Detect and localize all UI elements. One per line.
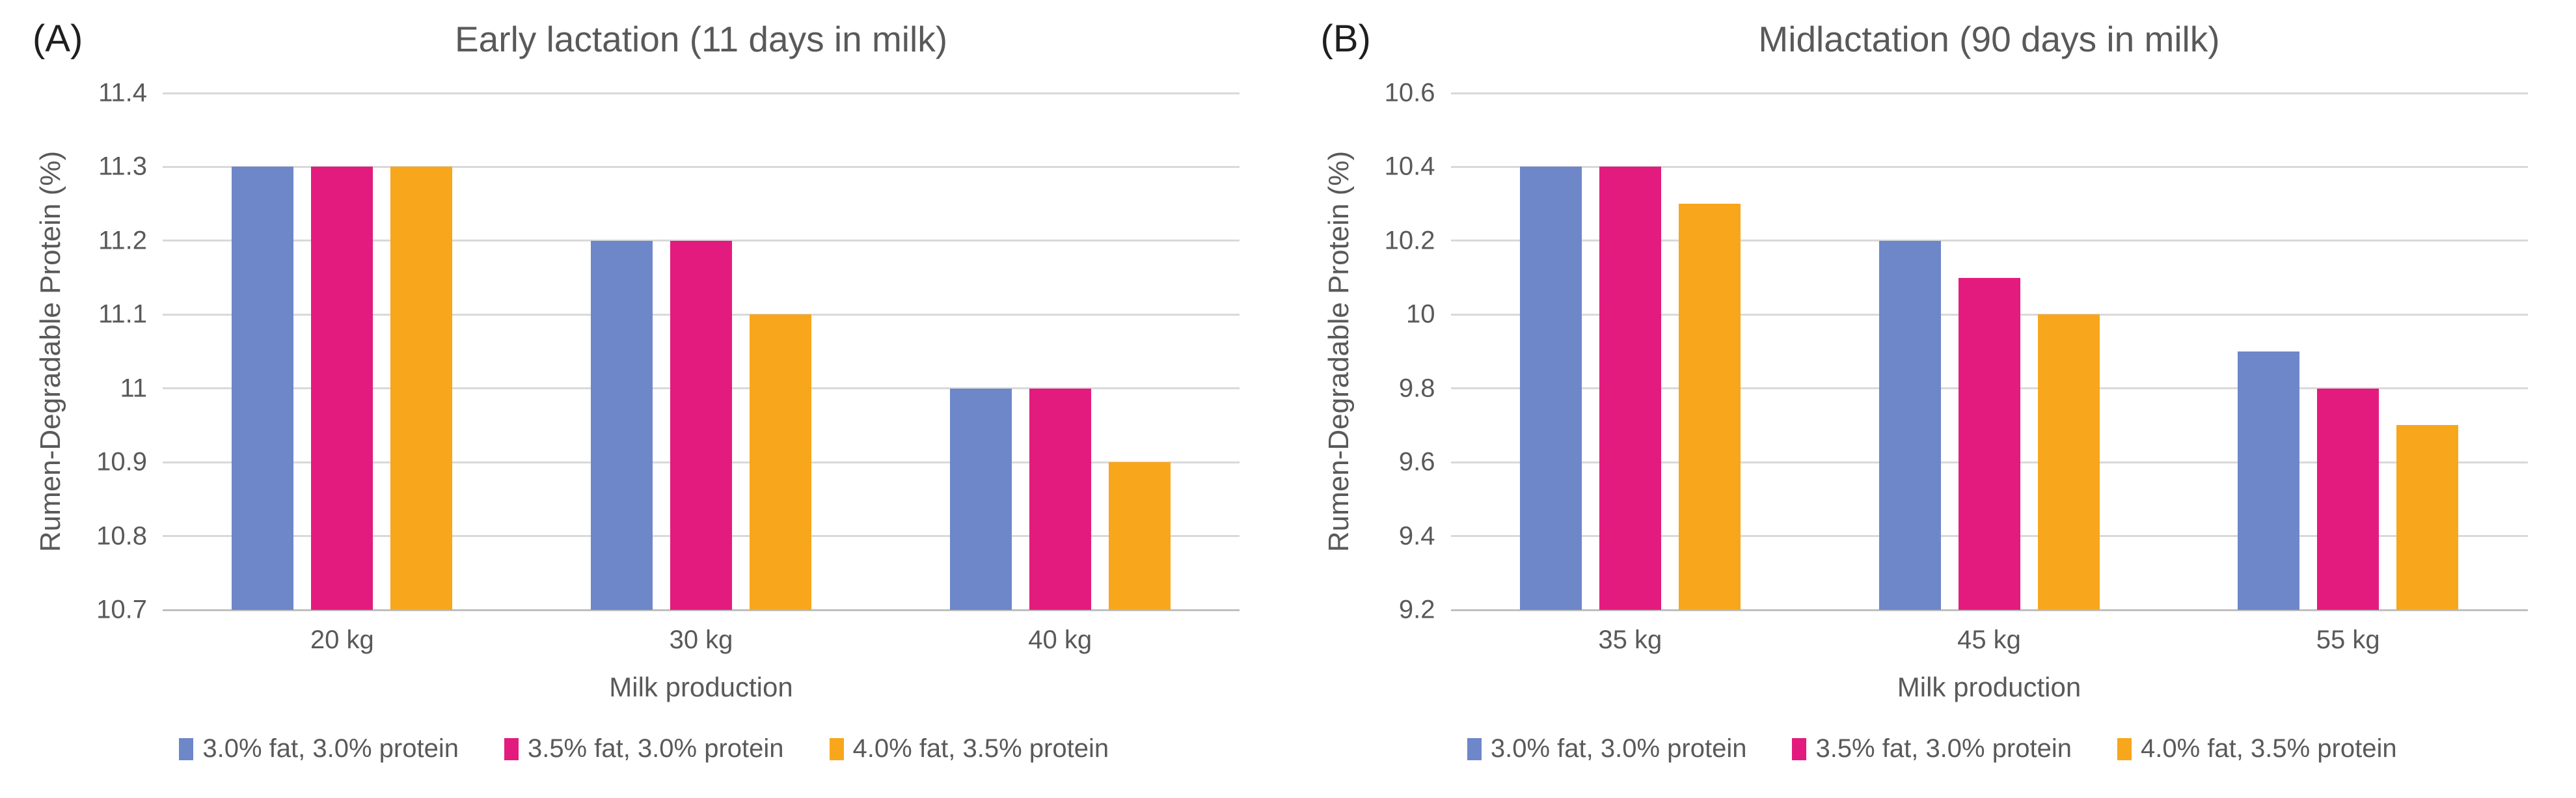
legend-item: 3.5% fat, 3.0% protein: [1792, 734, 2072, 764]
gridline: [1450, 165, 2528, 168]
y-tick-label: 11.1: [98, 299, 147, 329]
bar-group: 20 kg: [163, 93, 522, 654]
legend-item: 3.0% fat, 3.0% protein: [179, 734, 459, 764]
bar-groups: 35 kg 45 kg 55 kg: [1451, 93, 2528, 654]
panel-label-b: (B): [1320, 18, 1371, 60]
legend-item: 4.0% fat, 3.5% protein: [2117, 734, 2397, 764]
bar-group: 30 kg: [522, 93, 881, 654]
bar: [1029, 388, 1091, 610]
bar: [2238, 351, 2300, 610]
legend-marker: [504, 737, 519, 760]
gridline: [163, 92, 1240, 94]
y-tick-label: 9.4: [1398, 521, 1435, 551]
legend-label: 3.0% fat, 3.0% protein: [202, 734, 459, 763]
bar: [232, 167, 294, 610]
y-tick-label: 9.6: [1398, 447, 1435, 476]
gridline: [1450, 609, 2528, 611]
legend-marker: [179, 737, 194, 760]
y-tick-label: 11.2: [98, 226, 147, 255]
legend-item: 3.5% fat, 3.0% protein: [504, 734, 784, 764]
y-tick-label: 11.3: [98, 152, 147, 181]
gridline: [1450, 92, 2528, 94]
y-tick-label: 10.4: [1384, 152, 1435, 181]
chart-title-b: Midlactation (90 days in milk): [1758, 19, 2220, 59]
legend-label: 3.0% fat, 3.0% protein: [1490, 734, 1747, 763]
x-category-label: 20 kg: [310, 626, 374, 654]
bar: [1599, 167, 1661, 610]
x-axis-title-b: Milk production: [1897, 672, 2081, 702]
bar: [591, 240, 653, 610]
legend-label: 4.0% fat, 3.5% protein: [852, 734, 1109, 763]
bar: [311, 167, 373, 610]
bar: [390, 167, 453, 610]
legend-b: 3.0% fat, 3.0% protein 3.5% fat, 3.0% pro…: [1288, 734, 2576, 764]
x-axis-title-a: Milk production: [609, 672, 793, 702]
x-category-label: 40 kg: [1028, 626, 1092, 654]
bar: [2396, 425, 2459, 610]
y-tick-label: 10.9: [96, 447, 147, 476]
chart-panel-b: (B) Midlactation (90 days in milk) Rumen…: [1288, 0, 2576, 798]
bar: [1678, 204, 1741, 610]
gridline: [163, 165, 1240, 168]
bar-group: 40 kg: [880, 93, 1240, 654]
legend-item: 4.0% fat, 3.5% protein: [829, 734, 1109, 764]
y-tick-label: 10: [1406, 299, 1435, 329]
bar: [1958, 277, 2020, 610]
gridline: [163, 609, 1240, 611]
y-tick-label: 11.4: [98, 78, 147, 107]
bar: [2037, 314, 2100, 610]
panel-label-a: (A): [33, 18, 83, 60]
x-category-label: 45 kg: [1957, 626, 2021, 654]
y-tick-label: 10.2: [1384, 226, 1435, 255]
chart-title-a: Early lactation (11 days in milk): [454, 19, 948, 59]
x-category-label: 55 kg: [2316, 626, 2380, 654]
bar: [949, 388, 1012, 610]
legend-label: 3.5% fat, 3.0% protein: [527, 734, 784, 763]
legend-marker: [1467, 737, 1482, 760]
x-category-label: 30 kg: [669, 626, 733, 654]
bar: [1519, 167, 1582, 610]
bar: [1878, 240, 1941, 610]
legend-a: 3.0% fat, 3.0% protein 3.5% fat, 3.0% pro…: [0, 734, 1288, 764]
y-tick-label: 11: [120, 374, 147, 403]
y-tick-label: 9.8: [1398, 374, 1435, 403]
plot-area-a: 10.7 10.8 10.9 11 11.1 11.2 11.3 11.4 20 kg 30 kg…: [96, 79, 1240, 654]
y-axis-title-a: Rumen-Degradable Protein (%): [34, 150, 66, 553]
legend-marker: [2117, 737, 2132, 760]
y-tick-label: 10.7: [96, 595, 147, 624]
legend-marker: [1792, 737, 1807, 760]
bar-groups: 20 kg 30 kg 40 kg: [163, 93, 1240, 654]
gridline: [1450, 240, 2528, 242]
y-tick-label: 10.6: [1384, 78, 1435, 107]
bar-group: 45 kg: [1810, 93, 2169, 654]
chart-panel-a: (A) Early lactation (11 days in milk) Ru…: [0, 18, 1288, 764]
bar: [2317, 388, 2379, 610]
bar: [750, 314, 811, 610]
bar: [1108, 462, 1171, 610]
legend-label: 4.0% fat, 3.5% protein: [2141, 734, 2397, 763]
plot-area-b: 9.2 9.4 9.6 9.8 10 10.2 10.4 10.6 35 kg 45 kg 55 k…: [1385, 79, 2528, 654]
y-tick-label: 10.8: [96, 521, 147, 551]
bar-group: 35 kg: [1451, 93, 1810, 654]
legend-marker: [829, 737, 844, 760]
y-tick-label: 9.2: [1398, 595, 1435, 624]
bar-group: 55 kg: [2169, 93, 2528, 654]
legend-item: 3.0% fat, 3.0% protein: [1467, 734, 1747, 764]
bar: [670, 240, 732, 610]
legend-label: 3.5% fat, 3.0% protein: [1815, 734, 2072, 763]
x-category-label: 35 kg: [1598, 626, 1662, 654]
y-axis-title-b: Rumen-Degradable Protein (%): [1322, 150, 1355, 553]
